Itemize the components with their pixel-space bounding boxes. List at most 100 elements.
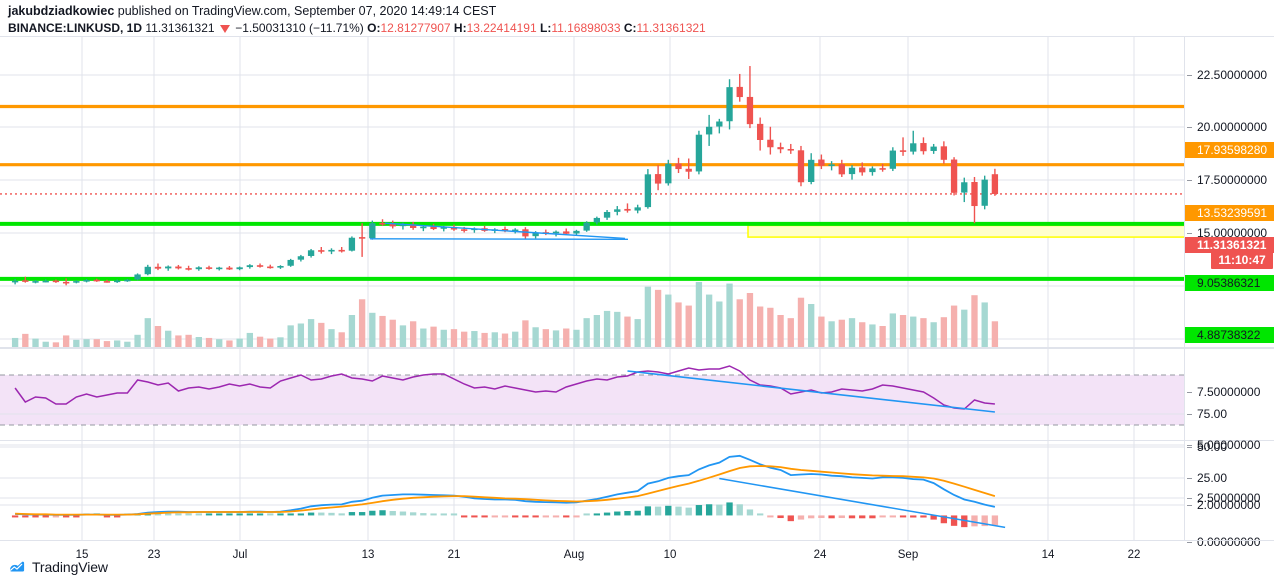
candle-body <box>124 279 131 282</box>
macd-histogram-bar <box>899 515 907 518</box>
time-axis-tick: Aug <box>563 549 585 561</box>
volume-bar <box>205 337 213 348</box>
macd-histogram-bar <box>11 515 19 518</box>
candle-body <box>818 159 825 166</box>
candle-body <box>787 148 794 151</box>
volume-bar <box>603 310 611 348</box>
volume-bar <box>226 340 233 348</box>
volume-bar <box>808 304 815 348</box>
candle-body <box>797 150 805 183</box>
candle-body <box>399 224 407 227</box>
time-axis-tick: 23 <box>147 549 161 561</box>
macd-histogram-bar <box>726 502 733 516</box>
macd-histogram-bar <box>808 515 815 519</box>
macd-histogram-bar <box>665 505 672 516</box>
candle-body <box>563 231 570 234</box>
volume-bar <box>542 329 549 348</box>
candle-body <box>522 229 529 237</box>
macd-histogram-bar <box>573 515 580 518</box>
candle-body <box>144 266 151 275</box>
volume-bar <box>420 328 427 348</box>
price-axis[interactable]: 22.50000000 20.00000000 17.50000000 15.0000… <box>1185 36 1274 548</box>
macd-histogram-bar <box>624 511 631 516</box>
axis-tick-mark <box>1187 127 1192 128</box>
change-percent: (−11.71%) <box>308 21 364 35</box>
volume-bar <box>573 329 580 348</box>
macd-histogram-bar <box>205 513 213 516</box>
volume-bar <box>593 315 601 348</box>
volume-bar <box>246 332 254 348</box>
candle-body <box>62 281 70 284</box>
symbol-label[interactable]: BINANCE:LINKUSD, 1D <box>8 21 143 35</box>
candle-body <box>297 256 305 260</box>
candle-body <box>991 174 999 195</box>
volume-bar <box>634 319 641 348</box>
candle-body <box>583 222 590 231</box>
candle-body <box>409 224 417 228</box>
axis-tick-mark <box>1187 478 1192 479</box>
axis-tick-mark <box>1187 180 1192 181</box>
macd-histogram-bar <box>981 515 988 527</box>
resistance-level-upper-badge[interactable]: 17.93598280 <box>1185 142 1274 158</box>
volume-bar <box>338 332 345 348</box>
macd-histogram-bar <box>818 515 825 519</box>
macd-histogram-bar <box>379 510 386 516</box>
candle-body <box>920 143 927 152</box>
candle-body <box>685 168 692 172</box>
volume-bar <box>838 319 845 348</box>
candle-body <box>287 259 294 266</box>
last-price-badge[interactable]: 11.31361321 <box>1185 237 1274 253</box>
macd-histogram-bar <box>716 504 723 516</box>
chart-plot-area[interactable] <box>0 36 1185 540</box>
macd-histogram-bar <box>185 513 192 516</box>
candle-body <box>726 87 733 122</box>
candle-body <box>634 207 641 211</box>
macd-histogram-bar <box>32 515 39 518</box>
candle-body <box>307 250 315 256</box>
candle-body <box>93 279 100 282</box>
candle-body <box>103 281 111 283</box>
descending-triangle-lower[interactable] <box>369 238 629 241</box>
axis-tick-mark <box>1187 445 1192 446</box>
candle-body <box>961 182 968 193</box>
volume-bar <box>256 336 264 348</box>
candle-body <box>777 147 784 150</box>
macd-histogram-bar <box>920 515 927 518</box>
rsi-bearish-trendline[interactable] <box>627 370 995 413</box>
time-axis-tick: 13 <box>361 549 375 561</box>
resistance-level-lower-badge[interactable]: 13.53239591 <box>1185 205 1274 221</box>
axis-tick-mark <box>1187 447 1192 448</box>
macd-histogram-bar <box>675 506 682 516</box>
macd-histogram-bar <box>756 513 764 516</box>
volume-bar <box>52 342 60 348</box>
pane-divider-rsi <box>0 348 1274 349</box>
macd-histogram-bar <box>614 511 621 516</box>
demand-zone-highlight[interactable] <box>747 224 1185 238</box>
candle-body <box>940 146 948 160</box>
macd-histogram-bar <box>358 512 366 516</box>
price-axis-tick: 2.50000000 <box>1197 491 1261 505</box>
triangle-down-icon <box>219 25 230 33</box>
axis-tick-mark <box>1187 414 1192 415</box>
volume-bar <box>665 294 672 348</box>
open-label: O: <box>367 21 381 35</box>
volume-bar <box>461 331 468 348</box>
candle-body <box>348 237 356 251</box>
macd-histogram-bar <box>481 515 488 518</box>
tradingview-footer: TradingView <box>8 556 108 578</box>
descending-triangle-upper[interactable] <box>384 222 626 240</box>
support-level-lower-badge[interactable]: 4.88738322 <box>1185 327 1274 343</box>
candle-body <box>848 167 856 175</box>
support-level-upper-badge[interactable]: 9.05386321 <box>1185 275 1274 291</box>
volume-bar <box>552 330 560 348</box>
macd-bearish-trendline[interactable] <box>719 477 1006 529</box>
candle-body <box>675 163 682 170</box>
macd-histogram-bar <box>267 513 274 516</box>
volume-bar <box>154 326 162 348</box>
macd-histogram-bar <box>787 515 794 522</box>
macd-histogram-bar <box>236 513 243 516</box>
candle-body <box>644 174 652 208</box>
volume-bar <box>971 295 978 348</box>
time-axis[interactable]: 15 23 Jul 13 21 Aug 10 24 Sep 14 22 <box>0 540 1274 576</box>
volume-bar <box>940 317 948 348</box>
